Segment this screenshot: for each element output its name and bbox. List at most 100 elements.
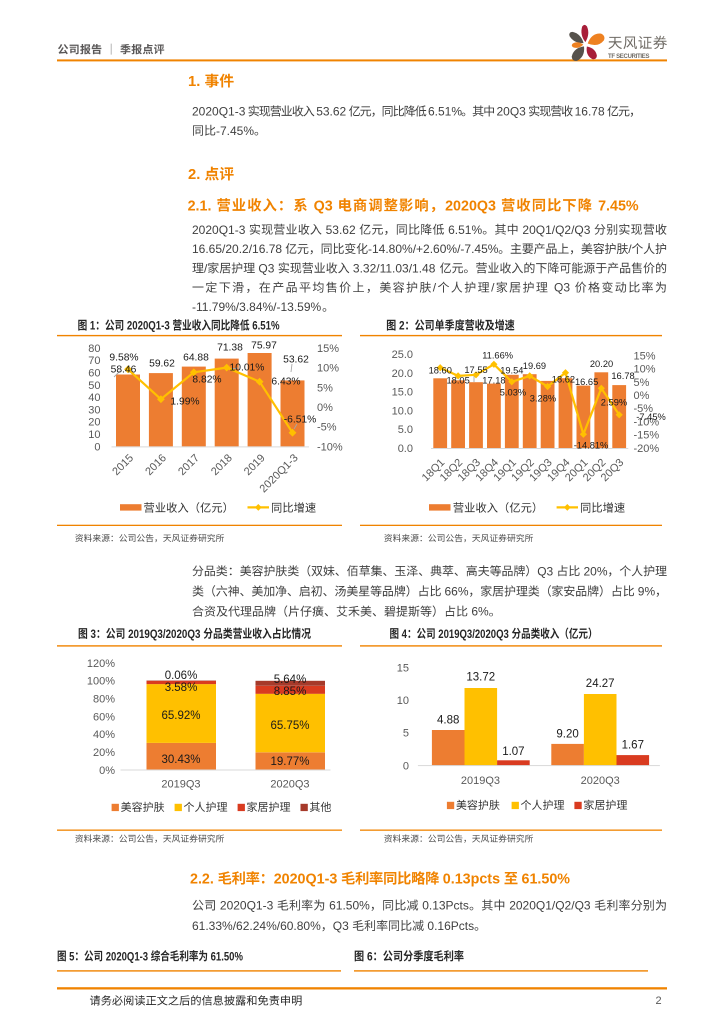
svg-text:0: 0: [403, 760, 409, 772]
svg-text:65.75%: 65.75%: [271, 720, 310, 732]
svg-text:7.45%: 7.45%: [598, 198, 639, 214]
svg-text:18.60: 18.60: [429, 365, 452, 375]
svg-text:Q3: Q3: [258, 261, 277, 275]
svg-text:2020Q1-3: 2020Q1-3: [103, 950, 151, 963]
svg-text:1.67: 1.67: [622, 740, 644, 752]
svg-text:30: 30: [88, 404, 100, 416]
svg-text:61.50%: 61.50%: [329, 899, 370, 913]
svg-text:1.99%: 1.99%: [170, 397, 199, 408]
svg-text:5.03%: 5.03%: [500, 387, 526, 397]
svg-text:-14.80%/+2.60%/-7.45%: -14.80%/+2.60%/-7.45%: [368, 242, 499, 256]
svg-text:2020Q3: 2020Q3: [445, 198, 500, 214]
svg-text:20%: 20%: [584, 564, 608, 578]
svg-text:75.97: 75.97: [251, 341, 277, 352]
svg-text:0.06%: 0.06%: [165, 670, 198, 682]
svg-text:9%: 9%: [638, 585, 656, 599]
svg-text:2020Q3: 2020Q3: [581, 775, 620, 787]
svg-text:2017: 2017: [176, 452, 202, 478]
svg-text:71.38: 71.38: [217, 343, 243, 354]
svg-text:2.1.: 2.1.: [188, 198, 216, 214]
svg-text:2019Q3/2020Q3: 2019Q3/2020Q3: [436, 628, 512, 641]
svg-text:0%: 0%: [99, 765, 115, 777]
svg-text:19.77%: 19.77%: [271, 756, 310, 768]
svg-text:6.51%: 6.51%: [250, 320, 280, 333]
svg-text:60: 60: [88, 368, 100, 380]
svg-text:19.54: 19.54: [500, 365, 523, 375]
svg-text:65.92%: 65.92%: [162, 710, 201, 722]
svg-text:2015: 2015: [110, 452, 136, 478]
svg-text:5.64%: 5.64%: [274, 674, 307, 686]
svg-text:15.0: 15.0: [392, 387, 413, 399]
svg-text:/: /: [628, 242, 632, 256]
svg-text:2018: 2018: [209, 452, 235, 478]
svg-text:80: 80: [88, 343, 100, 355]
svg-text:16.78: 16.78: [575, 105, 608, 119]
svg-text:0.13Pcts: 0.13Pcts: [422, 899, 469, 913]
svg-text:20: 20: [88, 417, 100, 429]
svg-text:20Q3: 20Q3: [497, 105, 530, 119]
svg-text:1.07: 1.07: [502, 746, 524, 758]
svg-text:4: 4: [399, 628, 407, 641]
svg-text:-14.81%: -14.81%: [574, 440, 609, 450]
svg-text:3: 3: [88, 628, 96, 641]
svg-text:6.51%: 6.51%: [428, 105, 462, 119]
svg-text:6%: 6%: [468, 605, 489, 619]
svg-text:10.01%: 10.01%: [230, 363, 265, 374]
svg-text:6.43%: 6.43%: [271, 377, 300, 388]
svg-text:8.85%: 8.85%: [274, 686, 307, 698]
svg-text:3.28%: 3.28%: [530, 394, 556, 404]
svg-text:2019Q3: 2019Q3: [461, 775, 500, 787]
svg-text:2020Q3: 2020Q3: [270, 779, 309, 791]
svg-text:16.65: 16.65: [575, 377, 598, 387]
svg-text:0%: 0%: [634, 390, 650, 402]
svg-text:17.18: 17.18: [482, 375, 505, 385]
svg-text:3.58%: 3.58%: [165, 682, 198, 694]
svg-text:5: 5: [403, 728, 409, 740]
svg-text:2019: 2019: [242, 452, 268, 478]
svg-text:25.0: 25.0: [392, 349, 413, 361]
svg-text:80%: 80%: [93, 694, 115, 706]
svg-text:13.72: 13.72: [466, 672, 495, 684]
svg-text:/: /: [433, 281, 437, 295]
svg-text:53.62: 53.62: [326, 223, 359, 237]
svg-text:1.: 1.: [188, 74, 204, 90]
svg-text:30.43%: 30.43%: [162, 754, 201, 766]
svg-text:20%: 20%: [93, 747, 115, 759]
svg-text:0.13pcts: 0.13pcts: [443, 871, 504, 887]
svg-text:-7.45%: -7.45%: [636, 412, 665, 422]
svg-text:2.: 2.: [188, 167, 204, 183]
svg-text:5%: 5%: [317, 382, 333, 394]
svg-text:58.46: 58.46: [111, 365, 137, 376]
svg-text:1: 1: [87, 320, 95, 333]
svg-text:64.88: 64.88: [183, 353, 209, 364]
svg-text:11.66%: 11.66%: [482, 351, 513, 361]
svg-text:2020Q1-3: 2020Q1-3: [192, 223, 249, 237]
svg-text:70: 70: [88, 355, 100, 367]
svg-text:2: 2: [396, 320, 404, 333]
svg-text:18.05: 18.05: [447, 375, 470, 385]
svg-text:100%: 100%: [87, 676, 115, 688]
svg-text:61.50%: 61.50%: [208, 950, 243, 963]
svg-text:10%: 10%: [634, 364, 656, 376]
svg-text:10: 10: [397, 695, 409, 707]
svg-text:40%: 40%: [93, 729, 115, 741]
svg-text:2: 2: [656, 995, 662, 1007]
svg-text:40: 40: [88, 392, 100, 404]
svg-text:Q3: Q3: [554, 281, 573, 295]
svg-text:16.78: 16.78: [611, 371, 634, 381]
svg-text:-7.45%: -7.45%: [216, 124, 254, 138]
svg-text:Q3: Q3: [314, 198, 337, 214]
svg-text:2020Q1-3: 2020Q1-3: [220, 899, 277, 913]
svg-text:9.20: 9.20: [556, 729, 578, 741]
svg-text:-5%: -5%: [317, 422, 337, 434]
svg-text:2016: 2016: [143, 452, 169, 478]
svg-text:3.32/11.03/1.48: 3.32/11.03/1.48: [353, 261, 439, 275]
svg-text:15%: 15%: [317, 343, 339, 355]
svg-text:6.51%: 6.51%: [448, 223, 482, 237]
svg-text:-6.51%: -6.51%: [284, 415, 317, 426]
svg-text:61.50%: 61.50%: [522, 871, 571, 887]
svg-text:61.33%/62.24%/60.80%: 61.33%/62.24%/60.80%: [192, 919, 321, 933]
svg-text:53.62: 53.62: [283, 355, 309, 366]
svg-text:0%: 0%: [317, 402, 333, 414]
svg-text:8.82%: 8.82%: [192, 375, 221, 386]
